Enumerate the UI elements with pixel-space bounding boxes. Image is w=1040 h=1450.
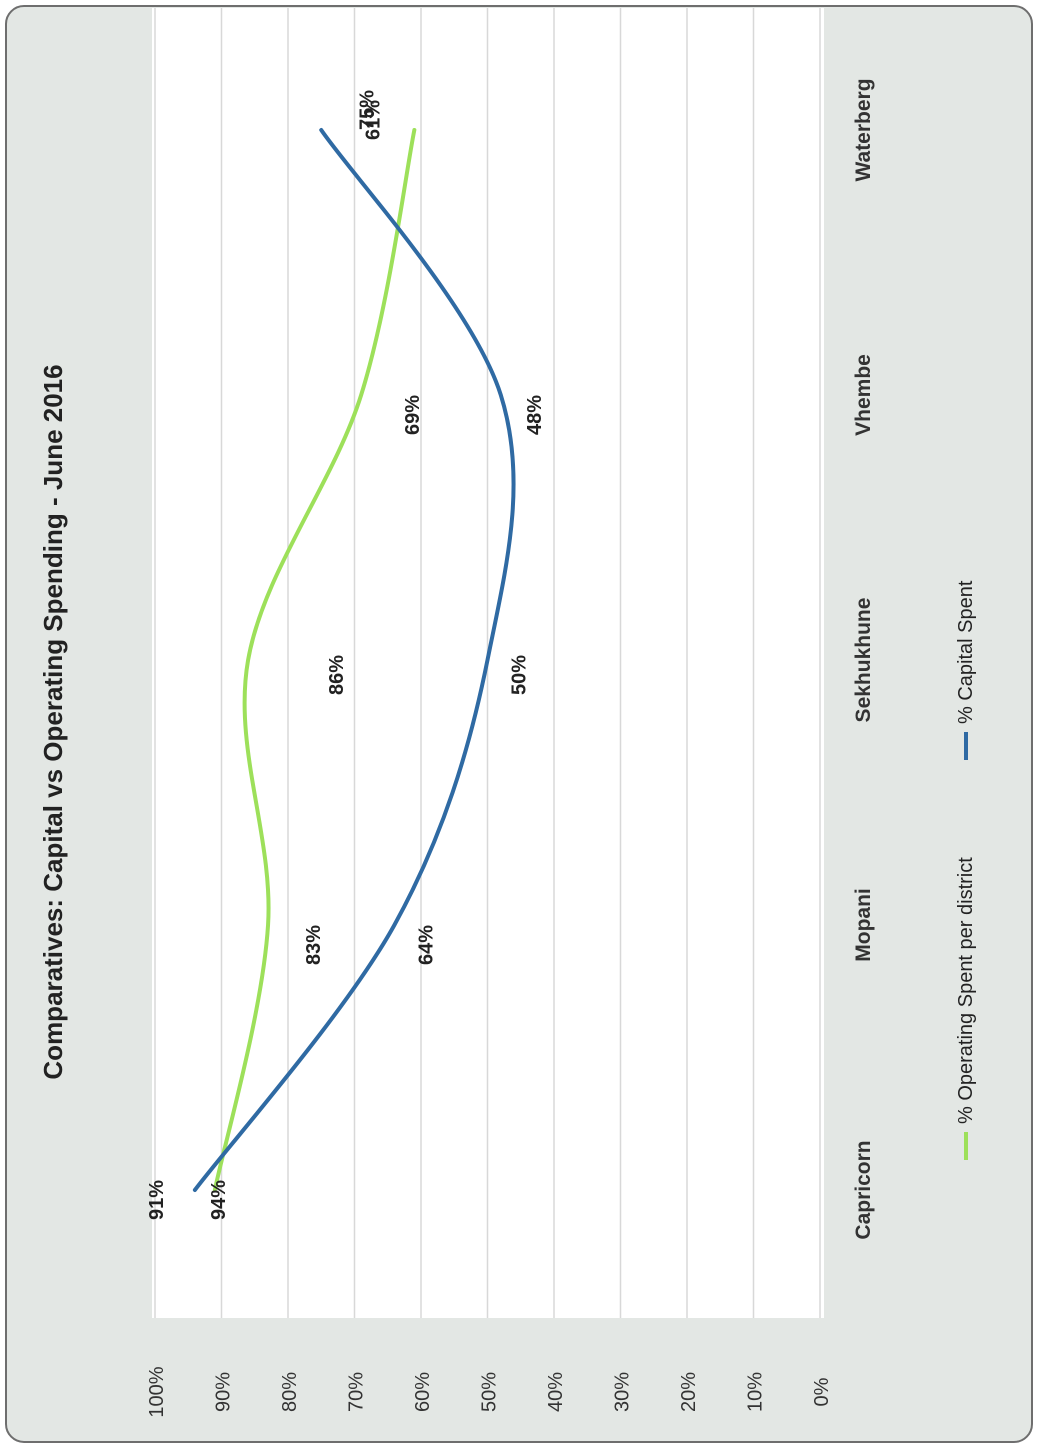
data-label: 94%: [208, 1180, 230, 1220]
series-line: [192, 128, 516, 1192]
data-label: 48%: [524, 395, 546, 435]
chart-title: Comparatives: Capital vs Operating Spend…: [38, 364, 68, 1079]
y-tick-label: 60%: [412, 1372, 434, 1412]
x-category-label: Vhembe: [852, 354, 875, 436]
y-tick-label: 30%: [612, 1372, 634, 1412]
data-label: 91%: [146, 1180, 168, 1220]
series-line: [212, 128, 417, 1192]
data-label: 83%: [303, 925, 325, 965]
y-tick-label: 40%: [545, 1372, 567, 1412]
data-labels: 94% 83% 86% 69% 61% 91% 64% 50% 48% 75%: [146, 90, 546, 1220]
data-label: 61%: [362, 100, 384, 140]
data-label: 86%: [326, 655, 348, 695]
x-category-label: Sekhukhune: [852, 598, 875, 723]
data-label: 64%: [415, 925, 437, 965]
legend-label: % Operating Spent per district: [955, 857, 977, 1124]
x-category-label: Mopani: [852, 888, 875, 962]
y-tick-label: 10%: [745, 1372, 767, 1412]
y-tick-label: 50%: [479, 1372, 501, 1412]
legend-label: % Capital Spent: [955, 580, 977, 724]
data-label: 69%: [402, 395, 424, 435]
x-category-label: Waterberg: [852, 78, 875, 181]
gridlines: [154, 8, 821, 1318]
y-tick-label: 0%: [811, 1377, 833, 1406]
x-category-label: Capricorn: [852, 1140, 875, 1239]
legend: % Operating Spent per district % Capital …: [955, 580, 977, 1160]
y-tick-label: 20%: [678, 1372, 700, 1412]
y-tick-label: 90%: [213, 1372, 235, 1412]
x-axis-categories: Capricorn Mopani Sekhukhune Vhembe Waterberg: [852, 78, 875, 1239]
series-layer: [192, 128, 516, 1192]
data-label: 50%: [509, 655, 531, 695]
y-tick-label: 80%: [279, 1372, 301, 1412]
y-axis-ticks: 0% 10% 20% 30% 40% 50% 60% 70% 80% 90% 100%: [146, 1366, 833, 1417]
y-tick-label: 70%: [346, 1372, 368, 1412]
y-tick-label: 100%: [146, 1366, 168, 1417]
data-label: 75%: [356, 90, 378, 130]
